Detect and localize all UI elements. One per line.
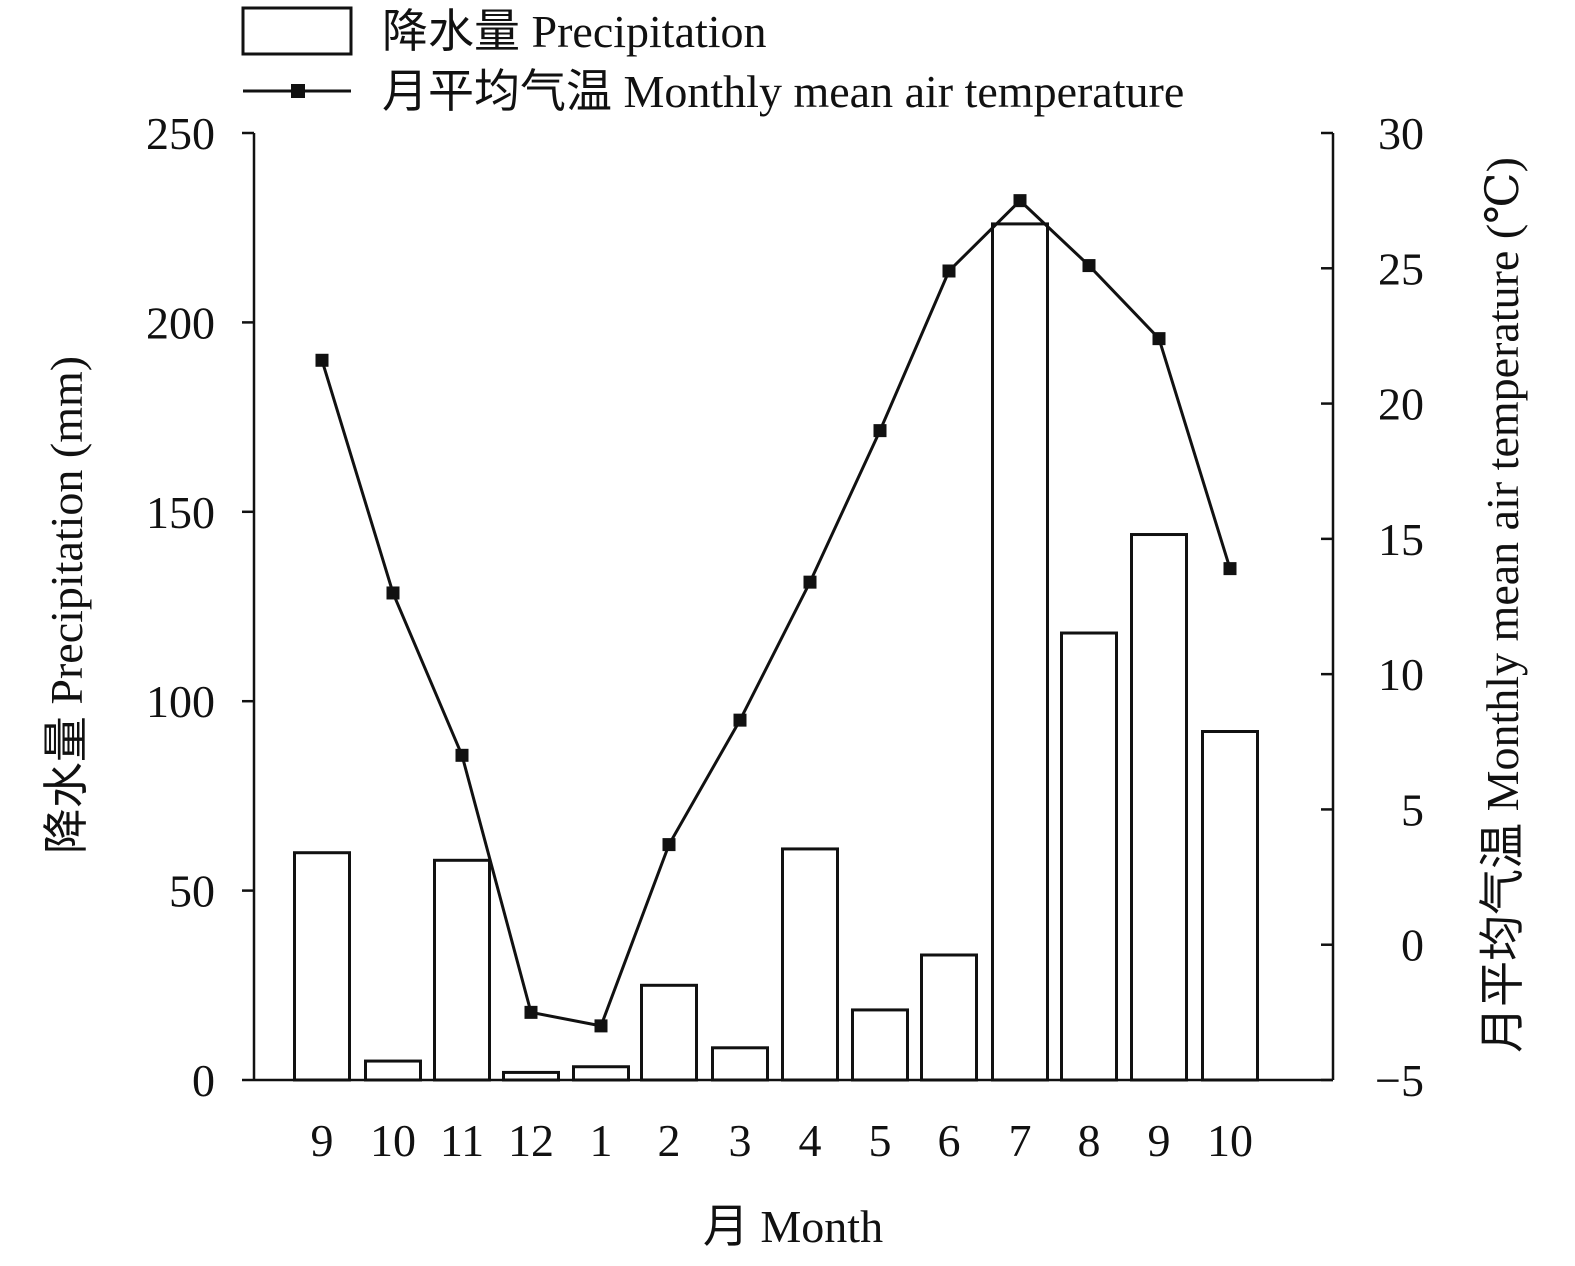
precipitation-bar [920,953,978,1082]
left-axis-tick-label: 200 [146,297,215,348]
temperature-marker [803,575,817,589]
precipitation-bar [1060,631,1118,1082]
temperature-marker [524,1005,538,1019]
right-axis-tick-label: 15 [1378,514,1424,565]
temperature-marker [942,264,956,278]
temperature-marker [662,838,676,852]
left-axis-ticks: 0 50 100 150 200 250 [146,108,254,1106]
legend-precipitation-label: 降水量 Precipitation [382,6,767,57]
right-axis-tick-label: 20 [1378,379,1424,430]
x-axis-ticks: 9 10 11 12 1 2 3 4 5 6 7 8 9 10 [311,1115,1254,1166]
temperature-marker [873,424,887,438]
precipitation-bar [711,1046,769,1082]
x-axis-tick-label: 2 [658,1115,681,1166]
x-axis-tick-label: 3 [729,1115,752,1166]
y-axis-right-title: 月平均气温 Monthly mean air temperature (℃) [1477,157,1528,1053]
temperature-marker [1152,332,1166,346]
right-axis-ticks: −5 0 5 10 15 20 25 30 [1321,108,1424,1106]
right-axis-tick-label: 30 [1378,108,1424,159]
right-axis-tick-label: −5 [1375,1055,1424,1106]
temperature-marker [455,748,469,762]
temperature-marker [386,586,400,600]
x-axis-tick-label: 6 [938,1115,961,1166]
temperature-marker [1223,562,1237,576]
x-axis-tick-label: 11 [440,1115,484,1166]
temperature-marker [1082,259,1096,273]
left-axis-tick-label: 150 [146,487,215,538]
precipitation-bar [364,1059,422,1082]
legend-temperature-marker [291,84,305,98]
temperature-marker [315,353,329,367]
x-axis-title: 月 Month [703,1201,883,1252]
x-axis-tick-label: 1 [590,1115,613,1166]
precipitation-bar [293,851,351,1082]
x-axis-tick-label: 9 [1148,1115,1171,1166]
temperature-marker [1013,194,1027,208]
right-axis-tick-label: 0 [1401,920,1424,971]
right-axis-tick-label: 5 [1401,784,1424,835]
x-axis-tick-label: 10 [1207,1115,1253,1166]
right-axis-tick-label: 25 [1378,243,1424,294]
precipitation-bar [851,1008,909,1082]
legend-precipitation-swatch [241,6,353,56]
precipitation-bar [433,858,491,1082]
right-axis-tick-label: 10 [1378,649,1424,700]
x-axis-tick-label: 8 [1078,1115,1101,1166]
axes [252,133,1335,1082]
precipitation-bar [1130,533,1188,1082]
left-axis-tick-label: 50 [169,866,215,917]
legend-temperature-label: 月平均气温 Monthly mean air temperature [382,66,1184,117]
x-axis-tick-label: 12 [508,1115,554,1166]
precipitation-bar [781,847,839,1082]
precipitation-bar [640,983,698,1082]
legend: 降水量 Precipitation 月平均气温 Monthly mean air… [241,6,1184,117]
temperature-line [320,198,1232,1028]
x-axis-tick-label: 9 [311,1115,334,1166]
temperature-marker [733,713,747,727]
x-axis-tick-label: 5 [869,1115,892,1166]
precipitation-bar [572,1065,630,1082]
x-axis-tick-label: 4 [799,1115,822,1166]
left-axis-tick-label: 250 [146,108,215,159]
precipitation-bar [1201,730,1259,1082]
left-axis-tick-label: 0 [192,1055,215,1106]
temperature-series [315,194,1237,1033]
x-axis-tick-label: 7 [1009,1115,1032,1166]
precipitation-bar [991,222,1049,1082]
left-axis-tick-label: 100 [146,676,215,727]
temperature-marker [594,1019,608,1033]
y-axis-title: 降水量 Precipitation (mm) [41,356,92,854]
x-axis-tick-label: 10 [370,1115,416,1166]
